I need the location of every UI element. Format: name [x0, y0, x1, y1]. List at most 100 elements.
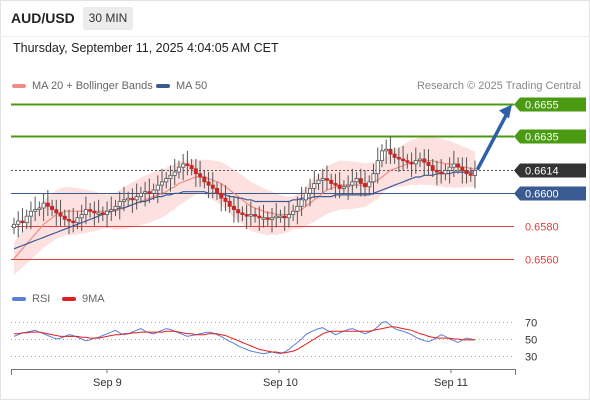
candle-down: [430, 165, 435, 171]
rsi-axis-label: 30: [525, 352, 537, 364]
candle-up: [354, 178, 359, 183]
rsi-label: RSI: [32, 293, 51, 305]
candle-up: [413, 160, 418, 165]
candle-up: [151, 189, 156, 194]
candle-up: [303, 192, 308, 201]
timestamp: Thursday, September 11, 2025 4:04:05 AM …: [13, 41, 279, 55]
candle-up: [79, 214, 84, 219]
candle-down: [392, 153, 397, 158]
candle-down: [231, 205, 236, 211]
x-tick-label: Sep 10: [263, 377, 298, 389]
candle-up: [278, 215, 283, 219]
candle-down: [147, 191, 152, 194]
candle-up: [11, 223, 16, 228]
candle-down: [409, 161, 414, 165]
forecast-arrow: [476, 111, 509, 171]
rsi-swatch: [12, 297, 26, 302]
candle-up: [261, 217, 266, 220]
candle-down: [210, 184, 215, 189]
candle-down: [240, 212, 245, 215]
candle-up: [96, 212, 101, 215]
candle-up: [160, 181, 165, 186]
candle-down: [282, 215, 287, 219]
candle-down: [244, 214, 249, 217]
candle-up: [350, 181, 355, 186]
candle-up: [316, 179, 321, 184]
candle-down: [50, 205, 55, 211]
candle-up: [379, 150, 384, 162]
candle-down: [265, 217, 270, 220]
candle-down: [401, 158, 406, 162]
candle-down: [202, 176, 207, 183]
candle-up: [286, 214, 291, 219]
candle-up: [134, 196, 139, 201]
candle-up: [105, 210, 110, 215]
candle-down: [439, 171, 444, 175]
candle-up: [28, 210, 33, 217]
candle-up: [37, 207, 42, 211]
currency-pair-title: AUD/USD: [11, 10, 75, 26]
candle-down: [20, 220, 25, 224]
candle-up: [16, 220, 21, 225]
ma50-line: [13, 171, 475, 250]
level-label-pivot: 0.6600: [525, 189, 559, 201]
candle-up: [168, 174, 173, 180]
candle-up: [384, 148, 389, 152]
candle-down: [333, 183, 338, 186]
x-axis-frame: [11, 369, 516, 375]
x-tick-label: Sep 9: [93, 377, 122, 389]
candle-up: [41, 202, 46, 209]
candle-down: [227, 201, 232, 207]
candle-up: [181, 163, 186, 168]
candle-down: [66, 219, 71, 222]
candle-up: [138, 192, 143, 197]
candle-down: [236, 209, 241, 214]
candle-down: [396, 156, 401, 160]
candle-down: [198, 173, 203, 178]
level-label-box: [514, 163, 586, 178]
rsi-axis-label: 70: [525, 318, 537, 330]
candle-down: [185, 163, 190, 166]
timeframe-button[interactable]: 30 MIN: [83, 7, 133, 30]
legend-ma50: MA 50: [156, 80, 207, 92]
header-divider: [0, 36, 590, 37]
candle-down: [337, 184, 342, 189]
candle-down: [62, 215, 67, 220]
candle-up: [164, 178, 169, 183]
candle-up: [320, 178, 325, 181]
copyright-text: Research © 2025 Trading Central: [416, 80, 581, 92]
candle-up: [291, 210, 296, 215]
level-label-support: 0.6560: [525, 255, 559, 267]
level-label-box: [514, 129, 586, 144]
candle-up: [121, 199, 126, 202]
candle-up: [472, 170, 477, 176]
candle-up: [371, 173, 376, 183]
candle-up: [443, 170, 448, 175]
x-tick-label: Sep 11: [434, 377, 469, 389]
candle-up: [312, 183, 317, 189]
level-label-support: 0.6580: [525, 222, 559, 234]
candle-down: [100, 212, 105, 215]
candle-up: [24, 215, 29, 224]
candle-down: [193, 168, 198, 175]
ma9-label: 9MA: [82, 293, 105, 305]
ma20-label: MA 20 + Bollinger Bands: [32, 80, 153, 92]
candle-down: [422, 158, 427, 163]
candle-up: [75, 217, 80, 224]
candle-down: [464, 170, 469, 175]
legend-ma20: MA 20 + Bollinger Bands: [12, 80, 153, 92]
rsi-line: [13, 321, 476, 355]
rsi-ma9-line: [14, 326, 475, 354]
candle-down: [460, 166, 465, 171]
candle-up: [308, 187, 313, 194]
candle-down: [71, 220, 76, 224]
candle-up: [117, 201, 122, 207]
level-label-box: [514, 97, 586, 112]
candle-up: [83, 209, 88, 215]
level-label-last: 0.6614: [525, 166, 559, 178]
candle-down: [219, 192, 224, 199]
candle-up: [155, 184, 160, 191]
candle-up: [248, 214, 253, 217]
candle-down: [58, 212, 63, 217]
